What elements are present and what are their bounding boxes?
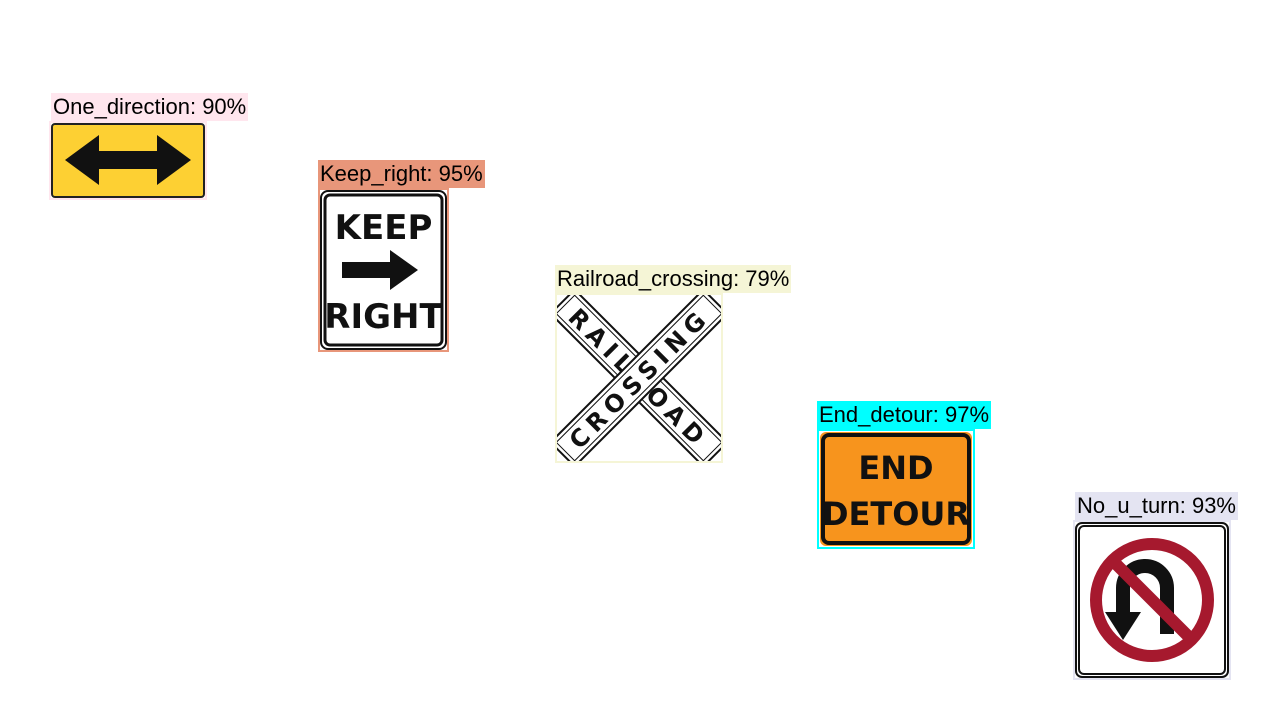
keep-right-sign: KEEP RIGHT bbox=[320, 190, 447, 350]
detection-label: One_direction: 90% bbox=[51, 93, 249, 121]
double-arrow-sign bbox=[51, 123, 205, 198]
bounding-box bbox=[49, 121, 207, 200]
bounding-box bbox=[318, 188, 449, 352]
detection-label: Railroad_crossing: 79% bbox=[555, 265, 792, 293]
prohibition-circle-icon bbox=[1090, 538, 1214, 662]
detection-label: Keep_right: 95% bbox=[318, 160, 485, 188]
sign-text-detour: DETOUR bbox=[822, 495, 970, 533]
u-turn-arrow-icon bbox=[1116, 559, 1174, 634]
railroad-crossbuck-sign: RAILROAD CROSSING bbox=[557, 295, 721, 461]
right-arrow-icon bbox=[342, 250, 418, 290]
bounding-box bbox=[555, 293, 723, 463]
no-u-turn-sign bbox=[1075, 522, 1229, 678]
sign-text-right: RIGHT bbox=[324, 297, 443, 337]
end-detour-sign: END DETOUR bbox=[819, 431, 973, 547]
bounding-box bbox=[817, 429, 975, 549]
sign-text-keep: KEEP bbox=[335, 208, 433, 248]
bounding-box bbox=[1073, 520, 1231, 680]
sign-text-end: END bbox=[858, 449, 933, 487]
detection-label: End_detour: 97% bbox=[817, 401, 992, 429]
double-arrow-icon bbox=[65, 135, 191, 185]
detection-label: No_u_turn: 93% bbox=[1075, 492, 1238, 520]
